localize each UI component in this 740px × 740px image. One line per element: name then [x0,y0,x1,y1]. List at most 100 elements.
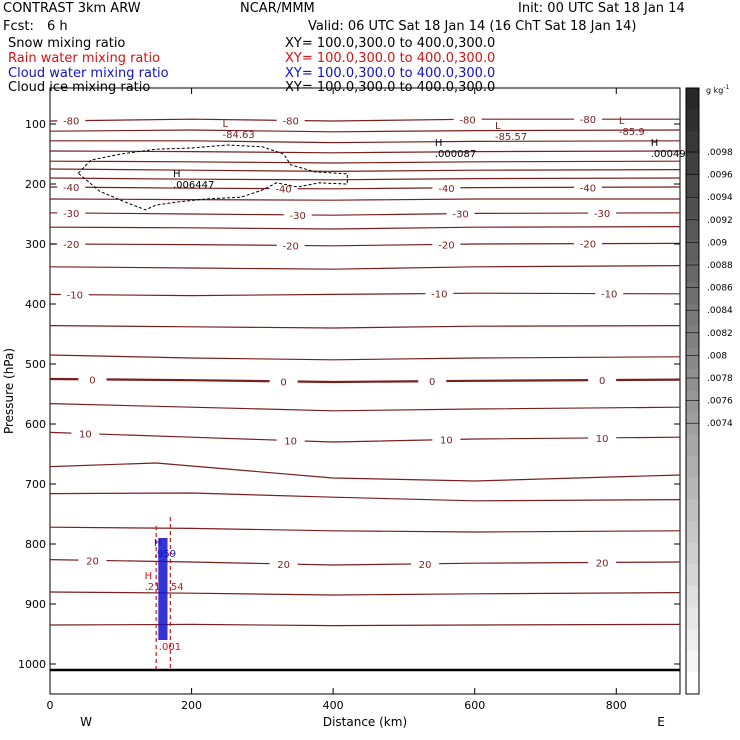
isotherm-line [49,226,681,230]
isotherm-line [49,177,681,181]
isotherm-label-bg [60,288,89,301]
isotherm-label: -30 [452,210,468,221]
isotherm-label: 20 [596,558,609,569]
field-xy-rain: XY= 100.0,300.0 to 400.0,300.0 [285,51,496,66]
isotherm-line [49,150,681,154]
isotherm-label: -10 [431,290,447,301]
isotherm-line [49,492,681,502]
isotherm-line [49,623,681,627]
colorbar-tick-label: .0096 [707,171,733,181]
extremum-marker: L [619,116,625,127]
colorbar-tick-label: .0076 [707,397,733,407]
x-axis-label: Distance (km) [323,715,407,729]
colorbar-tick-label: .0084 [707,306,733,316]
extremum-value: .001 [159,642,181,653]
isotherm-label-bg [588,207,617,220]
colorbar-swatch [686,520,699,543]
y-tick-label: 600 [25,418,46,431]
extremum-value: .006447 [173,180,214,191]
isotherm-label-bg [425,287,454,300]
isotherm-label: -80 [580,115,596,126]
y-tick-label: 700 [25,478,46,491]
isotherm-label-bg [595,287,624,300]
isotherm-label-bg [269,375,298,388]
colorbar-swatch [686,477,699,500]
extremum-marker: H [435,138,443,149]
isotherm-label: -20 [63,240,79,251]
isotherm-line [49,168,681,173]
west-label: W [80,715,92,729]
field-name-rain: Rain water mixing ratio [8,51,161,66]
model-title: CONTRAST 3km ARW [3,1,141,16]
isotherm-label-bg [276,434,305,447]
valid-time: Valid: 06 UTC Sat 18 Jan 14 (16 ChT Sat … [308,19,637,34]
isotherm-line [49,559,681,566]
isotherm-label: 0 [429,377,435,388]
colorbar-swatch [686,347,699,370]
extremum-value: -85.57 [495,132,527,143]
colorbar-swatch [686,109,699,132]
isotherm-label-bg [588,431,617,444]
isotherm-label-bg [269,557,298,570]
isotherm-label: 20 [277,560,290,571]
isotherm-label: -40 [275,185,291,196]
field-name-cloud-water: Cloud water mixing ratio [8,66,169,81]
init-time: Init: 00 UTC Sat 18 Jan 14 [518,1,685,16]
fcst-value: 6 h [47,19,68,34]
colorbar-swatch [686,650,699,673]
isotherm-label-bg [432,433,461,446]
isotherm-line [49,403,681,412]
field-xy-cloud-water: XY= 100.0,300.0 to 400.0,300.0 [285,66,496,81]
isotherm-label: -80 [459,115,475,126]
field-name-snow: Snow mixing ratio [8,36,126,51]
isotherm-label: 20 [419,560,432,571]
isotherm-label: 20 [86,556,99,567]
isotherm-label: 0 [599,376,605,387]
colorbar-swatch [686,434,699,457]
isotherm-label-bg [573,237,602,250]
colorbar-tick-label: .009 [707,238,727,248]
colorbar-tick-label: .0074 [707,419,733,429]
colorbar-tick-label: .0086 [707,284,733,294]
isotherm-label: -30 [594,209,610,220]
colorbar-swatch [686,607,699,630]
extremum-value: .00049 [651,149,686,160]
colorbar-tick-label: .0082 [707,329,733,339]
colorbar-swatch [686,304,699,327]
isotherm-line [49,160,681,164]
colorbar-tick-label: .0092 [707,216,733,226]
isotherm-label: 10 [79,430,92,441]
isotherm-label-bg [71,427,100,440]
colorbar-swatch [686,391,699,414]
isotherm-line [49,265,681,270]
colorbar-tick-label: .0094 [707,193,733,203]
y-tick-label: 800 [25,538,46,551]
cloud-water-column [158,538,168,640]
isotherm-label-bg [57,238,86,251]
isotherm-line [49,526,681,533]
y-tick-label: 400 [25,298,46,311]
isotherm-line [49,212,681,216]
fcst-label: Fcst: [3,19,34,34]
isotherm-label: 10 [284,437,297,448]
isotherm-label: 0 [89,375,95,386]
isotherm-label-bg [453,113,482,126]
isotherm-label-bg [57,181,86,194]
isotherm-label: -30 [290,211,306,222]
isotherm-label-bg [432,181,461,194]
isotherm-label-bg [573,181,602,194]
colorbar-swatch [686,261,699,284]
colorbar-unit: g kg-1 [706,84,730,95]
colorbar-tick-label: .0088 [707,261,733,271]
isotherm-label: -20 [283,241,299,252]
y-tick-label: 900 [25,598,46,611]
isotherm-label-bg [78,373,107,386]
isotherm-line [49,118,680,122]
isotherm-line [49,129,681,133]
isotherm-label-bg [57,114,86,127]
isotherm-line [49,198,680,201]
isotherm-label: -80 [283,116,299,127]
isotherm-label: -20 [580,240,596,251]
isotherm-line [49,462,681,482]
